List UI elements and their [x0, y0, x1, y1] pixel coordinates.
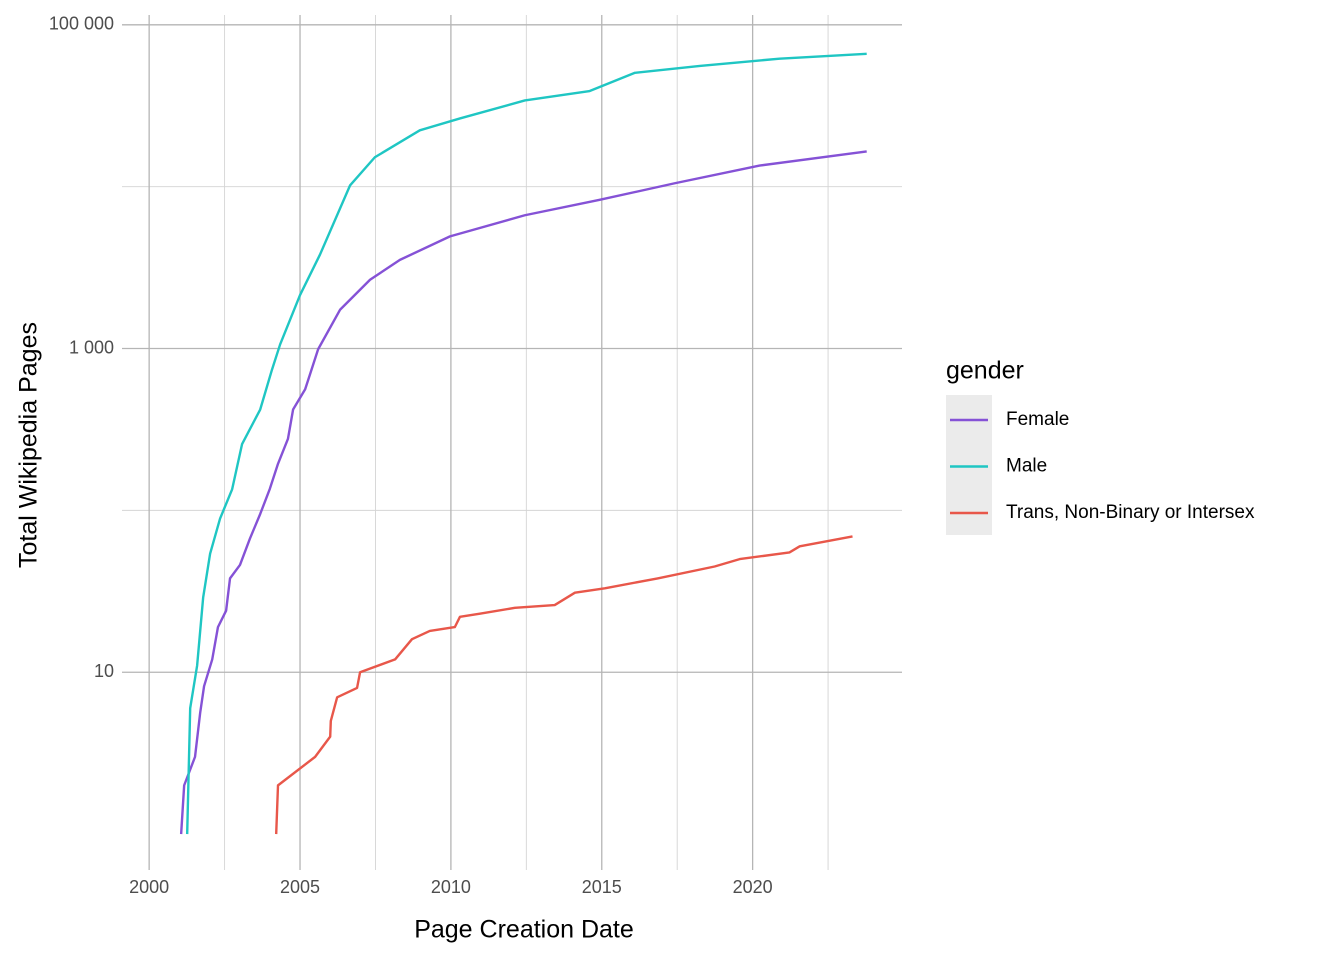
x-tick-label: 2005 [280, 877, 320, 897]
grid [122, 15, 902, 870]
x-tick-label: 2020 [733, 877, 773, 897]
legend-label: Male [1006, 456, 1047, 477]
y-tick-label: 1 000 [69, 337, 114, 357]
series-line [185, 52, 867, 835]
y-axis-title: Total Wikipedia Pages [15, 322, 43, 568]
legend-label: Female [1006, 409, 1069, 430]
legend-label: Trans, Non-Binary or Intersex [1006, 502, 1255, 523]
series-line [179, 150, 867, 835]
x-tick-label: 2010 [431, 877, 471, 897]
y-tick-label: 100 000 [49, 14, 114, 34]
x-tick-label: 2015 [582, 877, 622, 897]
x-axis-title: Page Creation Date [414, 916, 634, 944]
y-tick-label: 10 [94, 661, 114, 681]
series-line [274, 535, 853, 835]
legend-key-background [946, 395, 992, 535]
legend-title: gender [946, 357, 1024, 385]
x-tick-label: 2000 [129, 877, 169, 897]
